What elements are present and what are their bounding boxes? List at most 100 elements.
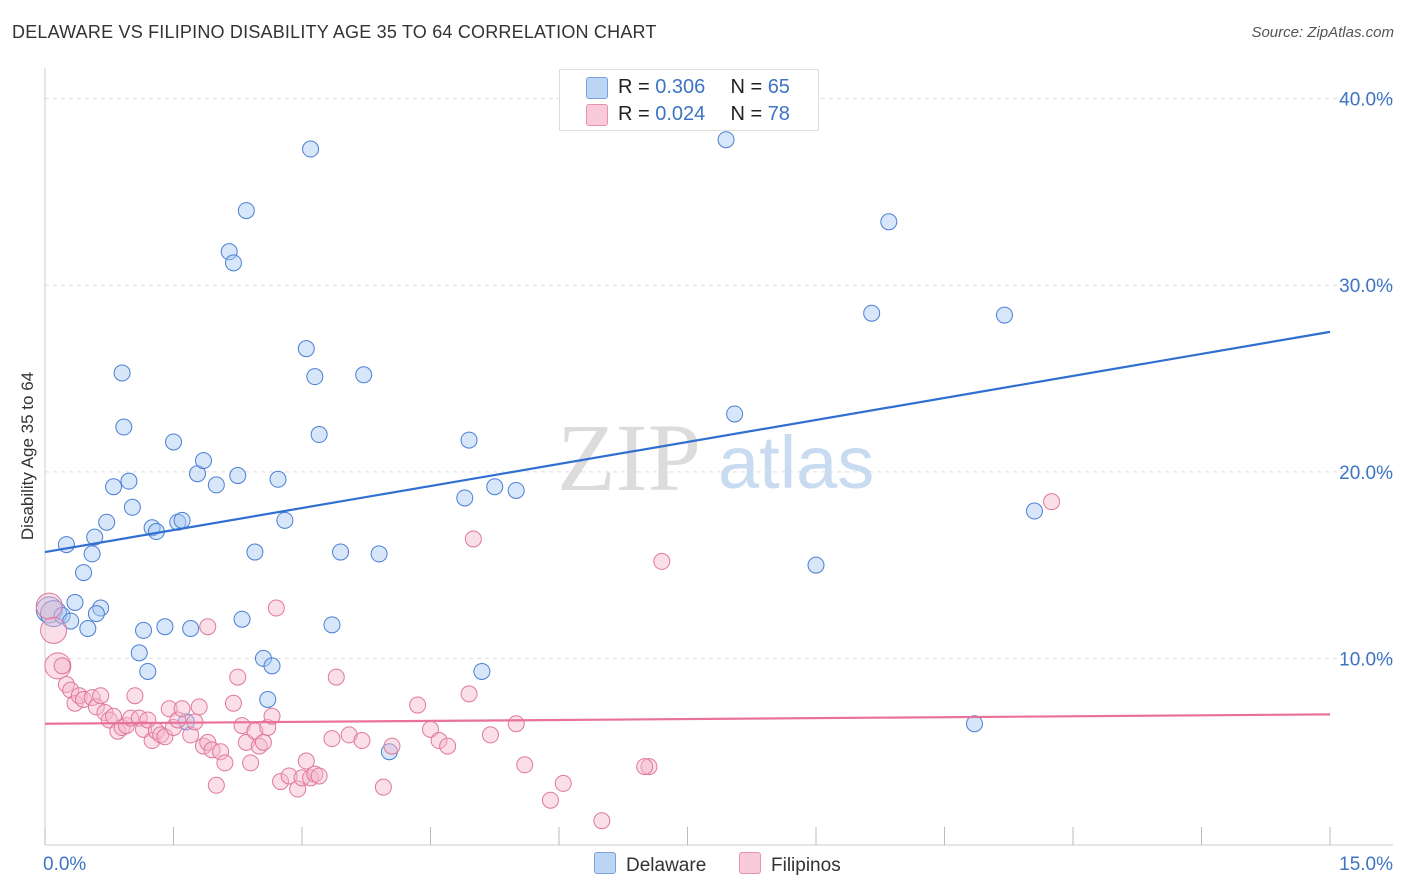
r-value: 0.024 <box>655 103 706 125</box>
filipinos-point <box>310 767 328 785</box>
filipinos-point <box>323 730 341 748</box>
watermark-atlas: atlas <box>718 421 874 504</box>
filipinos-point <box>126 687 144 705</box>
filipinos-point <box>190 698 208 716</box>
delaware-point <box>310 426 328 444</box>
watermark-zip: ZIP <box>557 404 701 511</box>
filipinos-trend-line <box>44 713 1331 725</box>
stats-legend: R = 0.306 N = 65 R = 0.024 N = 78 <box>559 69 819 131</box>
filipinos-point <box>280 767 298 785</box>
filipinos-point <box>460 685 478 703</box>
delaware-point <box>207 476 225 494</box>
delaware-point <box>83 545 101 563</box>
filipinos-point <box>439 737 457 755</box>
delaware-point <box>120 472 138 490</box>
filipinos-point <box>430 732 448 750</box>
filipinos-point <box>207 776 225 794</box>
filipinos-point <box>1043 493 1061 511</box>
delaware-point <box>182 620 200 638</box>
filipinos-point <box>593 812 611 830</box>
delaware-point <box>473 662 491 680</box>
r-label: R = <box>618 103 650 125</box>
delaware-point <box>79 620 97 638</box>
filipinos-point <box>237 733 255 751</box>
n-value: 78 <box>767 103 790 125</box>
delaware-point <box>224 254 242 272</box>
chart-title: DELAWARE VS FILIPINO DISABILITY AGE 35 T… <box>12 22 657 42</box>
filipinos-point <box>554 774 572 792</box>
legend-item-delaware[interactable]: Delaware <box>594 852 706 877</box>
delaware-point <box>323 616 341 634</box>
filipinos-point <box>507 715 525 733</box>
delaware-point <box>173 511 191 529</box>
delaware-point <box>75 564 93 582</box>
delaware-point <box>1025 502 1043 520</box>
delaware-point <box>139 662 157 680</box>
n-value: 65 <box>767 76 790 98</box>
delaware-point <box>87 605 105 623</box>
filipinos-point <box>203 741 221 759</box>
delaware-point <box>115 418 133 436</box>
delaware-point <box>965 715 983 733</box>
filipinos-point <box>169 711 187 729</box>
delaware-point <box>460 431 478 449</box>
delaware-point <box>237 202 255 220</box>
delaware-legend-swatch <box>594 852 616 874</box>
delaware-point <box>370 545 388 563</box>
delaware-point <box>246 543 264 561</box>
filipinos-point <box>636 758 654 776</box>
delaware-point <box>135 621 153 639</box>
x-tick-label: 15.0% <box>1339 854 1393 875</box>
filipinos-point <box>374 778 392 796</box>
delaware-point <box>717 131 735 149</box>
filipinos-point <box>272 773 290 791</box>
delaware-point <box>456 489 474 507</box>
axes <box>44 68 1393 846</box>
delaware-point <box>86 528 104 546</box>
filipinos-point <box>40 616 68 644</box>
delaware-point <box>233 610 251 628</box>
filipinos-point <box>254 733 272 751</box>
delaware-point <box>332 543 350 561</box>
delaware-point <box>306 368 324 386</box>
gridlines <box>45 98 1393 659</box>
filipinos-point <box>87 698 105 716</box>
delaware-point <box>156 618 174 636</box>
filipinos-point <box>242 754 260 772</box>
delaware-point <box>269 470 287 488</box>
delaware-point <box>66 593 84 611</box>
legend-item-filipinos[interactable]: Filipinos <box>739 852 841 877</box>
filipinos-point <box>267 599 285 617</box>
filipinos-point <box>306 765 324 783</box>
filipinos-legend-swatch <box>739 852 761 874</box>
filipinos-point <box>182 726 200 744</box>
delaware-point <box>254 649 272 667</box>
filipinos-point <box>224 694 242 712</box>
filipinos-point <box>263 707 281 725</box>
filipinos-point <box>53 657 71 675</box>
delaware-point <box>259 690 277 708</box>
delaware-point <box>194 452 212 470</box>
filipinos-point <box>327 668 345 686</box>
filipinos-point <box>383 737 401 755</box>
n-label: N = <box>730 76 763 98</box>
filipinos-point <box>640 758 658 776</box>
delaware-point <box>113 364 131 382</box>
filipinos-point <box>44 652 72 680</box>
delaware-legend-label: Delaware <box>626 855 707 876</box>
y-tick-label: 10.0% <box>1339 649 1393 670</box>
filipinos-point <box>289 780 307 798</box>
trend-lines <box>44 330 1331 725</box>
filipinos-point <box>212 743 230 761</box>
delaware-point <box>880 213 898 231</box>
delaware-point <box>995 306 1013 324</box>
delaware-swatch <box>586 77 608 99</box>
watermark: ZIP atlas <box>557 404 874 511</box>
filipinos-point <box>516 756 534 774</box>
filipinos-point <box>229 668 247 686</box>
filipinos-points <box>35 493 1061 830</box>
y-axis-label: Disability Age 35 to 64 <box>18 372 37 540</box>
delaware-point <box>263 657 281 675</box>
filipinos-point <box>464 530 482 548</box>
r-value: 0.306 <box>655 76 706 98</box>
